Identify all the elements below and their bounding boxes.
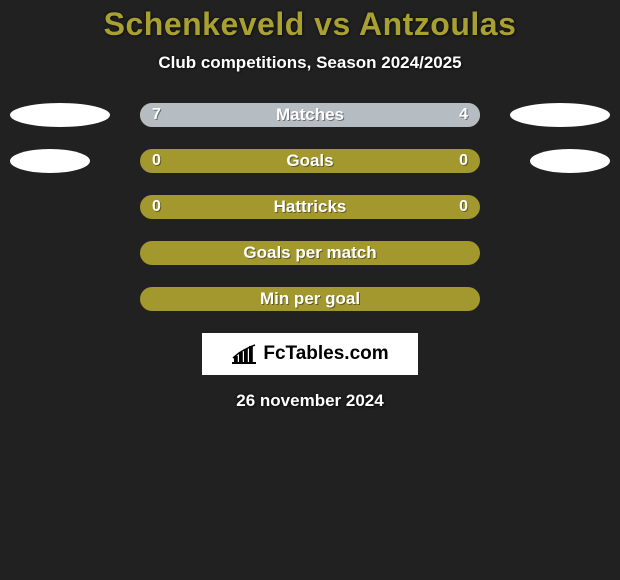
stat-label: Goals	[140, 149, 480, 173]
stat-value-right: 4	[447, 103, 480, 127]
stat-value-right: 0	[447, 195, 480, 219]
stat-value-left: 0	[140, 149, 173, 173]
title-left: Schenkeveld	[104, 6, 305, 42]
footer-date: 26 november 2024	[0, 391, 620, 411]
stat-label: Hattricks	[140, 195, 480, 219]
stat-row: 74Matches	[0, 103, 620, 127]
stat-value-left: 7	[140, 103, 173, 127]
title-vs: vs	[314, 6, 351, 42]
bar-chart-icon	[231, 344, 257, 364]
left-ellipse	[10, 103, 110, 127]
page-subtitle: Club competitions, Season 2024/2025	[0, 53, 620, 73]
stat-label: Min per goal	[140, 287, 480, 311]
stat-bar: 0 0Hattricks	[140, 195, 480, 219]
page-title: Schenkeveld vs Antzoulas	[0, 6, 620, 43]
stat-bar: Min per goal	[140, 287, 480, 311]
stat-bar: Goals per match	[140, 241, 480, 265]
right-ellipse	[510, 103, 610, 127]
left-ellipse	[10, 149, 90, 173]
stat-row: Goals per match	[0, 241, 620, 265]
title-right: Antzoulas	[359, 6, 516, 42]
stat-rows: 74Matches00Goals00HattricksGoals per mat…	[0, 103, 620, 311]
stat-bar: 74Matches	[140, 103, 480, 127]
brand-attribution: FcTables.com	[202, 333, 418, 375]
stat-row: 0 0Hattricks	[0, 195, 620, 219]
comparison-infographic: Schenkeveld vs Antzoulas Club competitio…	[0, 0, 620, 580]
stat-bar: 0 0Goals	[140, 149, 480, 173]
stat-value-right: 0	[447, 149, 480, 173]
right-ellipse	[530, 149, 610, 173]
stat-value-left: 0	[140, 195, 173, 219]
brand-text: FcTables.com	[263, 343, 388, 365]
stat-row: 0 0Goals	[0, 149, 620, 173]
stat-label: Goals per match	[140, 241, 480, 265]
stat-row: Min per goal	[0, 287, 620, 311]
